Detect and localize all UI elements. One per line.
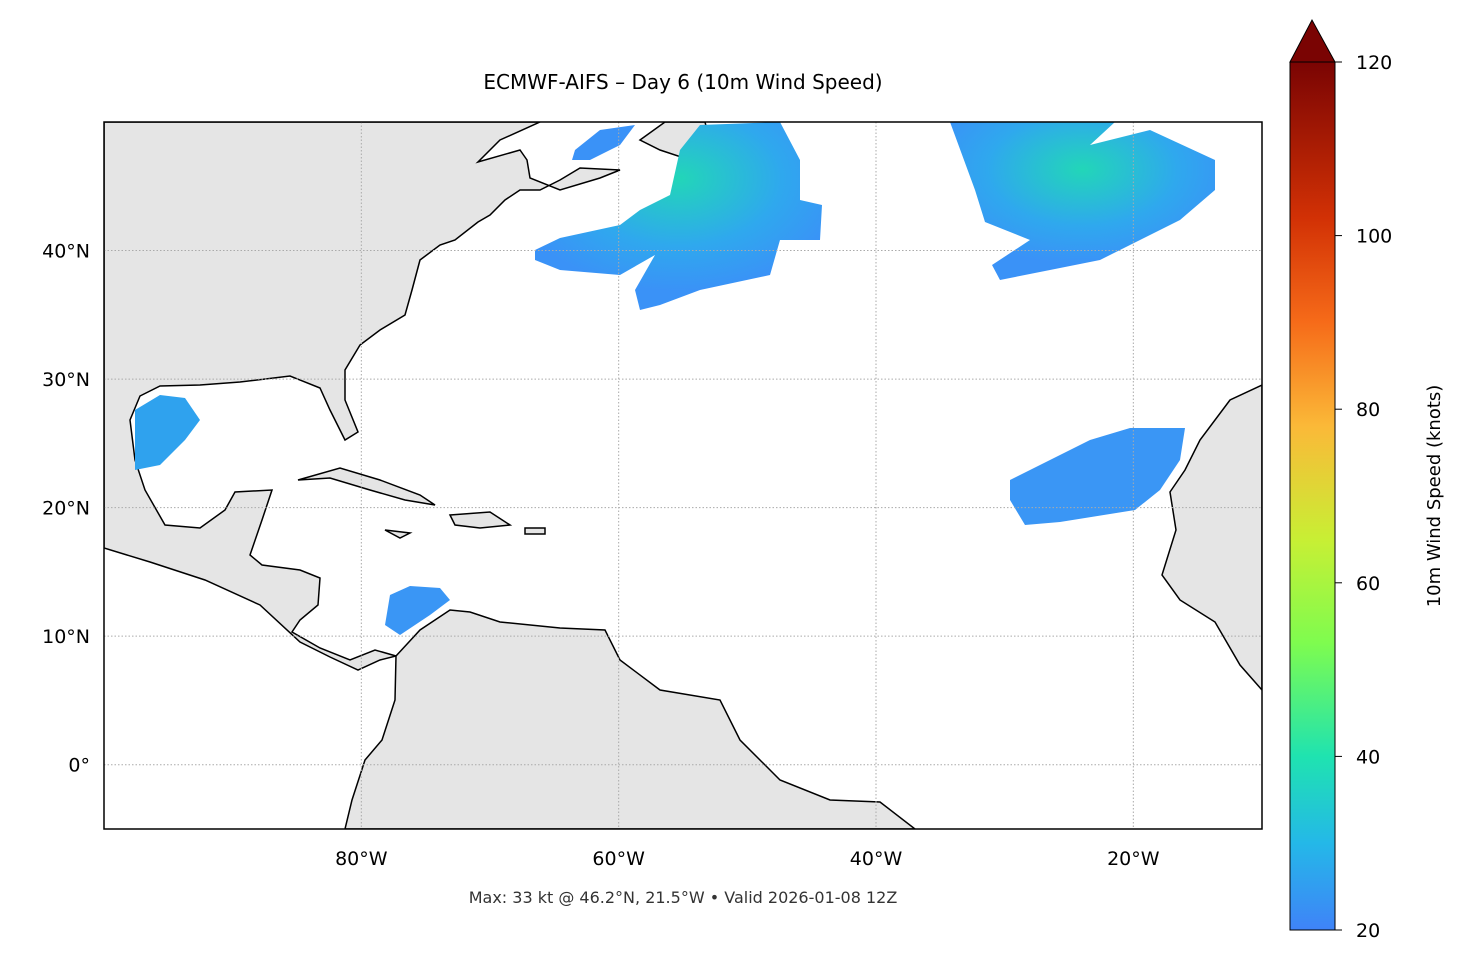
y-tick-label: 30°N [42,369,90,391]
colorbar-extend [1289,18,1336,63]
wind-area [135,395,200,470]
colorbar-tick-label: 80 [1356,399,1380,421]
plot-frame [103,121,1263,830]
colorbar [1289,61,1336,931]
colorbar-tick-label: 60 [1356,573,1380,595]
x-tick-label: 60°W [592,848,645,870]
map [104,122,1262,829]
colorbar-tick-label: 40 [1356,746,1380,768]
cuba [297,467,436,506]
south-america [344,609,917,829]
hispaniola [448,511,513,529]
colorbar-tick-label: 20 [1356,920,1380,942]
colorbar-tick-label: 100 [1356,226,1392,248]
y-tick-label: 10°N [42,626,90,648]
colorbar-tick-label: 120 [1356,52,1392,74]
wind-area [572,125,635,160]
wind-area [950,122,1215,280]
x-tick-label: 80°W [335,848,388,870]
x-tick-label: 40°W [850,848,903,870]
x-tick-label: 20°W [1107,848,1160,870]
wind-area [1010,428,1185,525]
puerto-rico [524,527,546,535]
y-tick-label: 20°N [42,498,90,520]
axes: 80°W 60°W 40°W 20°W 0° 10°N 20°N 30°N 40°N 20 40 60… [42,52,1392,942]
subtitle: Max: 33 kt @ 46.2°N, 21.5°W • Valid 2026… [469,888,898,907]
africa [1161,384,1262,692]
y-tick-label: 40°N [42,241,90,263]
jamaica [384,529,413,539]
wind-area [385,586,450,635]
north-america [104,122,621,671]
colorbar-label: 10m Wind Speed (knots) [1424,385,1445,608]
grid [104,122,1262,829]
wind-area [535,122,822,310]
y-tick-label: 0° [68,755,90,777]
chart-title: ECMWF-AIFS – Day 6 (10m Wind Speed) [483,70,882,94]
